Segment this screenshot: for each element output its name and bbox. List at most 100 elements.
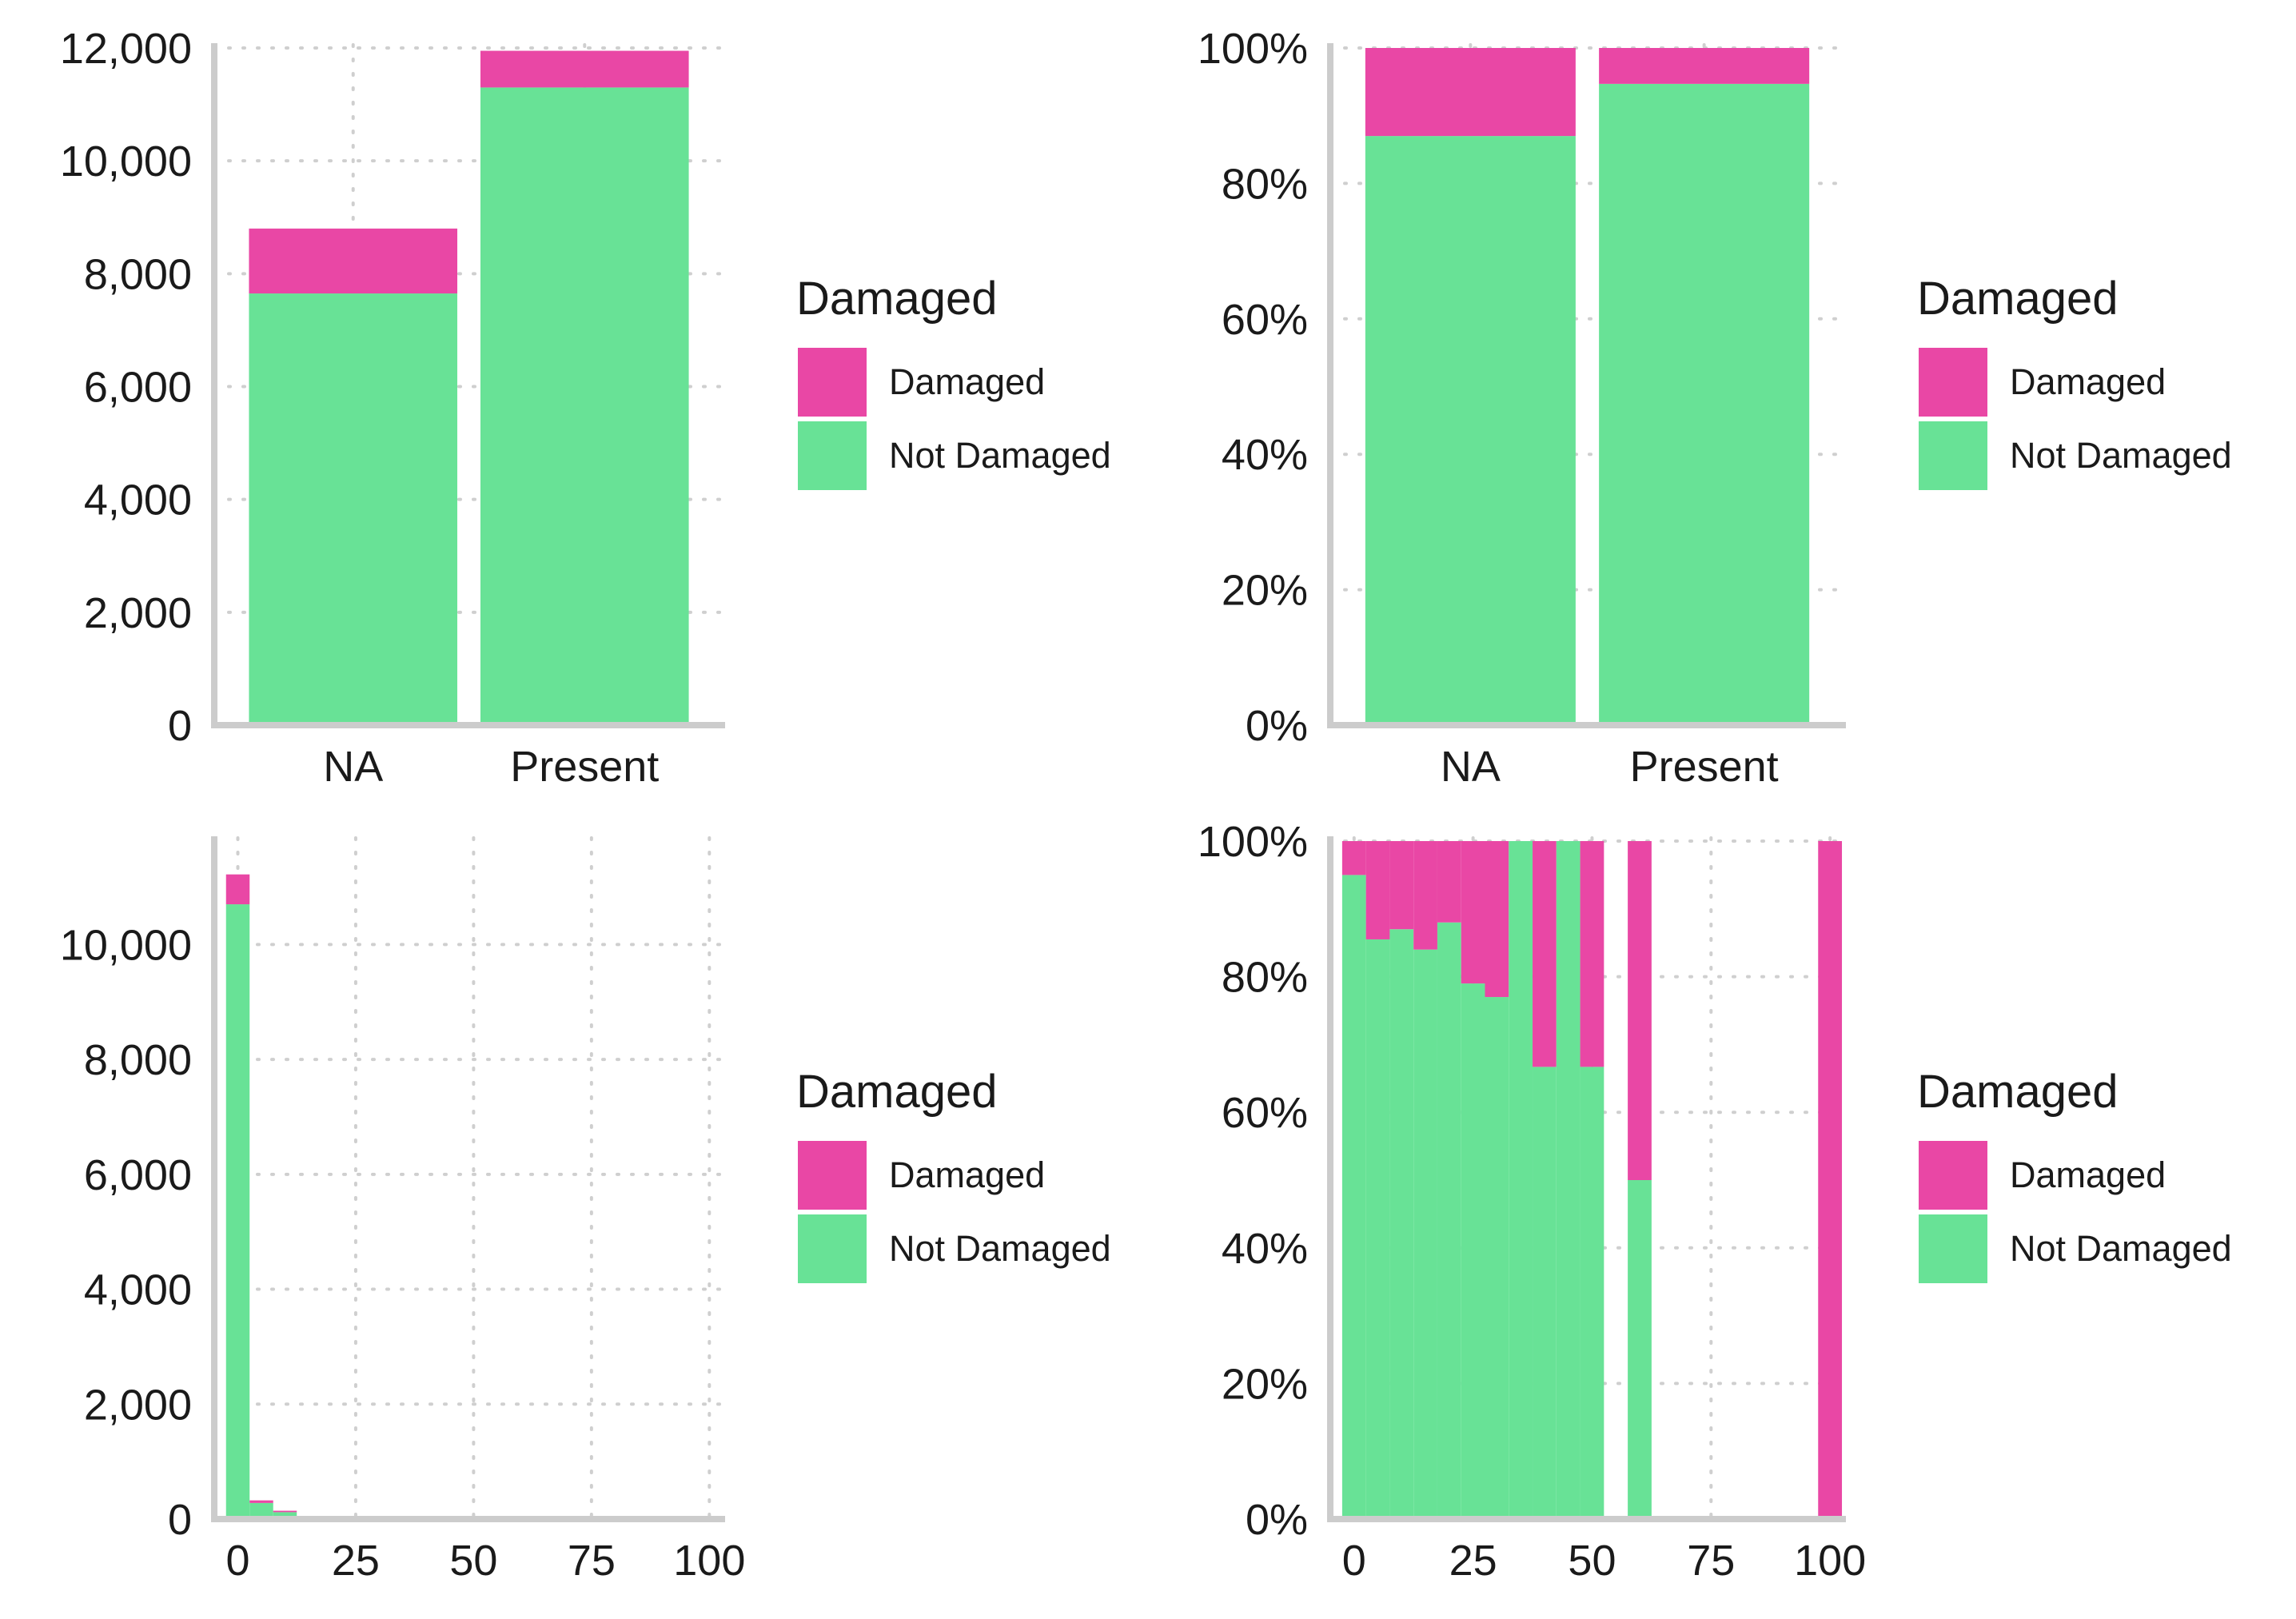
bar-not-damaged [1533,1067,1557,1519]
bar-damaged [1389,841,1414,930]
bar-not-damaged [480,87,689,726]
y-tick-label: 20% [1222,1360,1308,1408]
bar-not-damaged [1628,1180,1652,1519]
bar-damaged [1413,841,1437,950]
y-tick-label: 60% [1222,296,1308,344]
bar-damaged [1628,841,1652,1180]
bar-not-damaged [1365,939,1390,1519]
y-tick-label: 20% [1222,567,1308,615]
legend-label: Damaged [2010,361,2166,402]
y-tick-label: 6,000 [84,1151,192,1199]
y-tick-label: 80% [1222,160,1308,208]
y-tick-label: 60% [1222,1089,1308,1137]
y-tick-label: 10,000 [60,138,192,185]
legend-label: Not Damaged [889,1228,1111,1269]
bar-not-damaged [1599,83,1810,726]
bar-not-damaged [1365,136,1576,726]
x-tick-label: 100 [1794,1537,1866,1585]
y-tick-label: 40% [1222,431,1308,479]
x-tick-label: 50 [449,1537,497,1585]
y-tick-label: 0 [168,702,192,750]
bar-not-damaged [249,1502,273,1519]
y-tick-label: 8,000 [84,1036,192,1084]
bar-not-damaged [225,904,250,1519]
x-tick-label: 75 [568,1537,616,1585]
bars [225,874,321,1519]
bar-not-damaged [273,1512,297,1519]
y-tick-label: 100% [1198,25,1308,73]
legend-title: Damaged [796,1066,997,1118]
x-tick-label: 25 [1449,1537,1497,1585]
x-tick-label: 100 [673,1537,745,1585]
y-tick-label: 4,000 [84,1266,192,1314]
bar-damaged [480,50,689,88]
legend-swatch [1919,1214,1987,1283]
legend-swatch [798,421,867,490]
panel-count-histogram: 0 2,000 4,000 6,000 8,000 10,000 0 25 50 75 100 Dam… [60,836,1111,1585]
x-tick-label: 50 [1568,1537,1616,1585]
y-tick-label: 6,000 [84,364,192,412]
x-tick-label: 75 [1687,1537,1735,1585]
legend: Damaged Damaged Not Damaged [1917,273,2232,490]
bars [1365,48,1810,726]
bar-not-damaged [1341,875,1366,1519]
bar-not-damaged [1389,929,1414,1519]
bar-not-damaged [1580,1067,1604,1519]
legend-title: Damaged [1917,1066,2118,1118]
y-tick-label: 2,000 [84,589,192,637]
y-tick-label: 12,000 [60,25,192,73]
bar-damaged [1533,841,1557,1067]
legend-title: Damaged [1917,273,2118,325]
legend-swatch [1919,1141,1987,1210]
x-tick-label: 0 [225,1537,249,1585]
legend-swatch [1919,348,1987,417]
legend-label: Not Damaged [2010,1228,2232,1269]
bars [1341,841,1843,1519]
bar-damaged [1341,841,1366,875]
legend: Damaged Damaged Not Damaged [1917,1066,2232,1283]
bar-not-damaged [1413,949,1437,1519]
bar-damaged [1365,841,1390,939]
panel-proportion-histogram: 0%20%40%60%80%100%0 25 50 75 100DamagedDamag… [1198,818,2232,1585]
bars [249,50,689,726]
legend-swatch [798,348,867,417]
y-tick-label: 80% [1222,954,1308,1002]
bar-not-damaged [1556,841,1580,1519]
legend: Damaged Damaged Not Damaged [796,1066,1111,1283]
bar-damaged [249,1500,273,1503]
bar-damaged [1818,841,1843,1519]
bar-damaged [1599,48,1810,84]
bar-damaged [273,1510,297,1513]
bar-damaged [1485,841,1509,998]
legend-swatch [1919,421,1987,490]
legend-title: Damaged [796,273,997,325]
y-tick-label: 0 [168,1496,192,1544]
y-tick-label: 10,000 [60,921,192,969]
bar-damaged [1580,841,1604,1067]
bar-not-damaged [1485,997,1509,1519]
bar-damaged [1461,841,1485,984]
legend-label: Not Damaged [889,435,1111,476]
x-tick-label: NA [1441,743,1501,791]
y-tick-label: 100% [1198,818,1308,866]
y-tick-label: 40% [1222,1225,1308,1273]
panel-count-by-category: 0 2,000 4,000 6,000 8,000 10,000 12,000 NA Prese… [60,25,1111,791]
bar-damaged [1437,841,1461,923]
bar-not-damaged [1509,841,1533,1519]
y-tick-label: 4,000 [84,477,192,524]
bar-damaged [225,874,250,905]
x-tick-label: Present [510,743,659,791]
x-tick-label: Present [1630,743,1779,791]
x-tick-label: 0 [1342,1537,1366,1585]
legend-swatch [798,1214,867,1283]
grid-lines [213,836,727,1521]
x-tick-label: NA [323,743,383,791]
bar-damaged [249,228,458,294]
legend-swatch [798,1141,867,1210]
y-tick-label: 8,000 [84,250,192,298]
legend-label: Damaged [889,361,1045,402]
bar-not-damaged [1461,983,1485,1519]
bar-damaged [1365,48,1576,137]
bar-not-damaged [1437,922,1461,1519]
